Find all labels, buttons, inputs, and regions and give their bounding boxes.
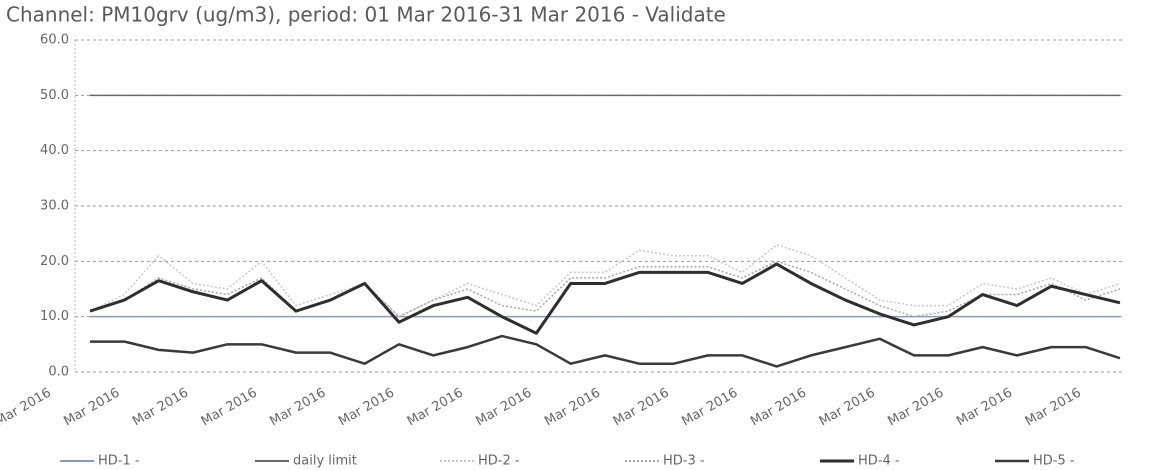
y-tick-label: 10.0 — [40, 309, 69, 324]
chart-title: Channel: PM10grv (ug/m3), period: 01 Mar… — [6, 3, 726, 27]
legend-label: HD-3 - — [663, 454, 705, 469]
x-tick-label: Mar 2016 — [61, 386, 122, 430]
x-tick-label: Mar 2016 — [885, 386, 946, 430]
x-tick-label: Mar 2016 — [405, 386, 466, 430]
x-tick-label: Mar 2016 — [1023, 386, 1084, 430]
series-line — [89, 260, 1121, 318]
x-tick-label: Mar 2016 — [130, 386, 191, 430]
x-tick-label: Mar 2016 — [0, 386, 54, 430]
legend-label: HD-4 - — [858, 454, 900, 469]
series-line — [89, 262, 1121, 335]
x-tick-label: Mar 2016 — [542, 386, 603, 430]
x-tick-label: Mar 2016 — [336, 386, 397, 430]
legend-label: HD-5 - — [1033, 454, 1075, 469]
legend-label: daily limit — [293, 454, 357, 469]
legend-label: HD-1 - — [98, 454, 140, 469]
series-line — [89, 243, 1121, 318]
y-tick-label: 40.0 — [40, 143, 69, 158]
y-tick-label: 30.0 — [40, 199, 69, 214]
y-tick-label: 0.0 — [48, 365, 69, 380]
y-tick-label: 50.0 — [40, 88, 69, 103]
y-tick-label: 60.0 — [40, 33, 69, 48]
legend-label: HD-2 - — [478, 454, 520, 469]
x-tick-label: Mar 2016 — [679, 386, 740, 430]
x-tick-label: Mar 2016 — [473, 386, 534, 430]
x-tick-label: Mar 2016 — [748, 386, 809, 430]
x-tick-label: Mar 2016 — [199, 386, 260, 430]
y-tick-label: 20.0 — [40, 254, 69, 269]
series-line — [90, 334, 1121, 368]
x-tick-label: Mar 2016 — [954, 386, 1015, 430]
x-tick-label: Mar 2016 — [267, 386, 328, 430]
x-tick-label: Mar 2016 — [611, 386, 672, 430]
x-tick-label: Mar 2016 — [817, 386, 878, 430]
